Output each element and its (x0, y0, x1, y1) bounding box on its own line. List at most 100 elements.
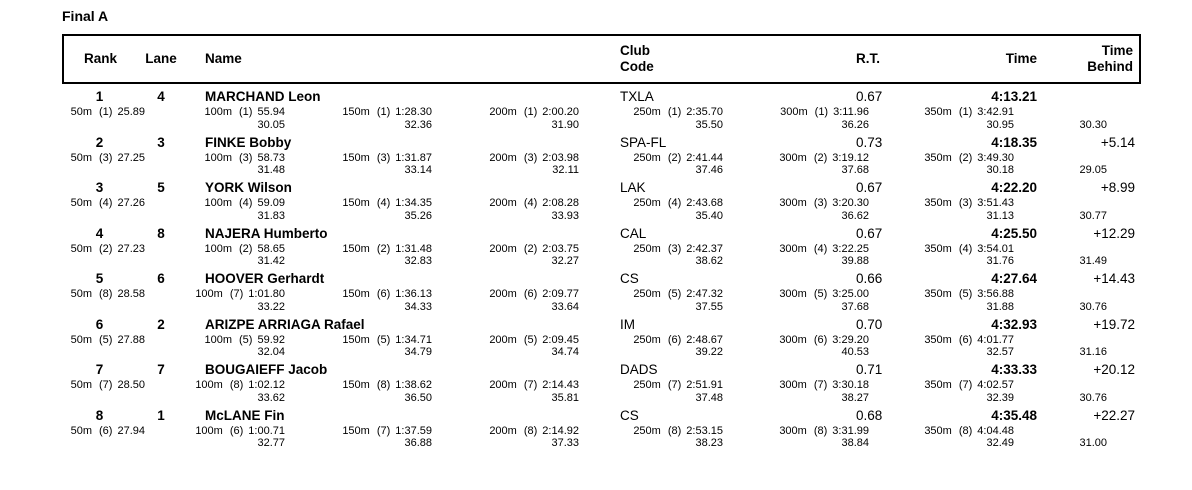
split-300m: 300m (4) 3:22.25 39.88 (779, 242, 869, 268)
rank: 1 (95, 89, 104, 104)
header-lane: Lane (145, 51, 177, 66)
result-row: 6 2 ARIZPE ARRIAGA Rafael IM 0.70 4:32.9… (0, 316, 1192, 359)
split-350m: 350m (6) 4:01.77 32.57 (924, 333, 1014, 359)
result-row: 2 3 FINKE Bobby SPA-FL 0.73 4:18.35 +5.1… (0, 134, 1192, 177)
final-time: 4:32.93 (991, 316, 1037, 332)
split-300m: 300m (2) 3:19.12 37.68 (779, 151, 869, 177)
swimmer-name: YORK Wilson (205, 180, 292, 195)
split-150m: 150m (3) 1:31.87 33.14 (342, 151, 432, 177)
time-behind: +8.99 (1100, 180, 1135, 195)
splits-row: 50m (1) 25.89 100m (1) 55.94 30.05 150m (1) 1:28.… (0, 106, 1192, 131)
result-row: 5 6 HOOVER Gerhardt CS 0.66 4:27.64 +14.… (0, 270, 1192, 313)
swimmer-name: MARCHAND Leon (205, 89, 321, 104)
split-250m: 250m (4) 2:43.68 35.40 (633, 197, 723, 222)
split-100m: 100m (8) 1:02.12 33.62 (195, 379, 285, 404)
last-lap-cell: 31.00 (1014, 425, 1110, 450)
split-100m: 100m (6) 1:00.71 32.77 (195, 424, 285, 450)
split-200m: 200m (2) 2:03.75 32.27 (489, 242, 579, 268)
swimmer-name: NAJERA Humberto (205, 225, 328, 241)
rank: 3 (95, 180, 104, 195)
club-code: CAL (620, 225, 647, 241)
split-50m: 50m (3) 27.25 (70, 151, 145, 164)
result-row: 7 7 BOUGAIEFF Jacob DADS 0.71 4:33.33 +2… (0, 361, 1192, 404)
rank: 6 (95, 316, 104, 332)
splits-row: 50m (2) 27.23 100m (2) 58.65 31.42 150m (2) 1:31.… (0, 243, 1192, 268)
club-code: CS (620, 407, 639, 423)
split-100m: 100m (7) 1:01.80 33.22 (195, 288, 285, 313)
last-lap-time: 31.00 (1079, 437, 1107, 449)
split-200m: 200m (8) 2:14.92 37.33 (489, 424, 579, 450)
last-lap-time: 30.76 (1079, 391, 1107, 404)
split-50m: 50m (8) 28.58 (70, 288, 145, 300)
lane: 5 (157, 180, 165, 195)
swimmer-name: BOUGAIEFF Jacob (205, 362, 328, 377)
swimmer-main-row: 7 7 BOUGAIEFF Jacob DADS 0.71 4:33.33 +2… (62, 361, 1192, 379)
time-behind: +22.27 (1093, 407, 1135, 423)
splits-row: 50m (3) 27.25 100m (3) 58.73 31.48 150m (3) 1:31.… (0, 152, 1192, 177)
split-350m: 350m (2) 3:49.30 30.18 (924, 151, 1014, 177)
split-250m: 250m (8) 2:53.15 38.23 (633, 424, 723, 450)
table-header: Rank Lane Name Club Code R.T. Time Time … (62, 34, 1141, 84)
time-behind: +19.72 (1093, 316, 1135, 332)
results-body: 1 4 MARCHAND Leon TXLA 0.67 4:13.21 50m(… (0, 88, 1192, 452)
club-code: CS (620, 271, 639, 286)
last-lap-cell: 31.16 (1014, 334, 1110, 359)
final-time: 4:18.35 (991, 134, 1037, 150)
swimmer-name: ARIZPE ARRIAGA Rafael (205, 316, 365, 332)
lane: 7 (157, 362, 165, 377)
swimmer-main-row: 4 8 NAJERA Humberto CAL 0.67 4:25.50 +12… (62, 225, 1192, 243)
split-200m: 200m (1) 2:00.20 31.90 (489, 106, 579, 131)
time-behind (1041, 88, 1140, 106)
split-300m: 300m (5) 3:25.00 37.68 (779, 288, 869, 313)
split-350m: 350m (5) 3:56.88 31.88 (924, 288, 1014, 313)
lane: 1 (157, 407, 165, 423)
reaction-time: 0.67 (856, 180, 883, 195)
result-row: 1 4 MARCHAND Leon TXLA 0.67 4:13.21 50m(… (0, 88, 1192, 131)
split-150m: 150m (5) 1:34.71 34.79 (342, 333, 432, 359)
last-lap-cell: 30.76 (1014, 379, 1110, 404)
last-lap-time: 30.77 (1079, 209, 1107, 222)
swimmer-main-row: 1 4 MARCHAND Leon TXLA 0.67 4:13.21 (62, 88, 1192, 106)
split-100m: 100m (4) 59.09 31.83 (204, 197, 285, 222)
club-code: LAK (620, 180, 646, 195)
last-lap-time: 30.30 (1079, 118, 1107, 131)
splits-row: 50m (4) 27.26 100m (4) 59.09 31.83 150m (4) 1:34.… (0, 197, 1192, 222)
club-code: DADS (620, 362, 658, 377)
result-row: 3 5 YORK Wilson LAK 0.67 4:22.20 +8.99 5… (0, 179, 1192, 222)
reaction-time: 0.73 (856, 134, 883, 150)
split-50m: 50m (7) 28.50 (70, 379, 145, 391)
split-300m: 300m (6) 3:29.20 40.53 (779, 333, 869, 359)
last-lap-time: 30.76 (1079, 300, 1107, 313)
rank: 2 (95, 134, 104, 150)
splits-row: 50m (6) 27.94 100m (6) 1:00.71 32.77 150m (7) 1:3… (0, 425, 1192, 450)
split-200m: 200m (4) 2:08.28 33.93 (489, 197, 579, 222)
split-250m: 250m (2) 2:41.44 37.46 (633, 151, 723, 177)
time-behind: +20.12 (1093, 362, 1135, 377)
final-time: 4:22.20 (991, 180, 1037, 195)
rank: 5 (95, 271, 104, 286)
split-200m: 200m (6) 2:09.77 33.64 (489, 288, 579, 313)
split-250m: 250m (7) 2:51.91 37.48 (633, 379, 723, 404)
last-lap-cell: 30.76 (1014, 288, 1110, 313)
split-50m: 50m (6) 27.94 (70, 424, 145, 437)
last-lap-cell: 30.77 (1014, 197, 1110, 222)
club-code: IM (620, 316, 635, 332)
club-code: TXLA (620, 89, 654, 104)
header-reaction-time: R.T. (856, 51, 881, 66)
time-behind: +5.14 (1100, 134, 1135, 150)
header-time: Time (1005, 51, 1037, 66)
reaction-time: 0.71 (856, 362, 883, 377)
splits-row: 50m (7) 28.50 100m (8) 1:02.12 33.62 150m (8) 1:3… (0, 379, 1192, 404)
split-250m: 250m (6) 2:48.67 39.22 (633, 333, 723, 359)
split-300m: 300m (7) 3:30.18 38.27 (779, 379, 869, 404)
lane: 4 (157, 89, 165, 104)
split-350m: 350m (3) 3:51.43 31.13 (924, 197, 1014, 222)
split-250m: 250m (5) 2:47.32 37.55 (633, 288, 723, 313)
swimmer-name: FINKE Bobby (205, 134, 292, 150)
last-lap-cell: 29.05 (1014, 152, 1110, 177)
time-behind: +14.43 (1093, 271, 1135, 286)
reaction-time: 0.67 (856, 225, 883, 241)
lane: 3 (157, 134, 165, 150)
split-150m: 150m (1) 1:28.30 32.36 (342, 106, 432, 131)
split-250m: 250m (3) 2:42.37 38.62 (633, 242, 723, 268)
